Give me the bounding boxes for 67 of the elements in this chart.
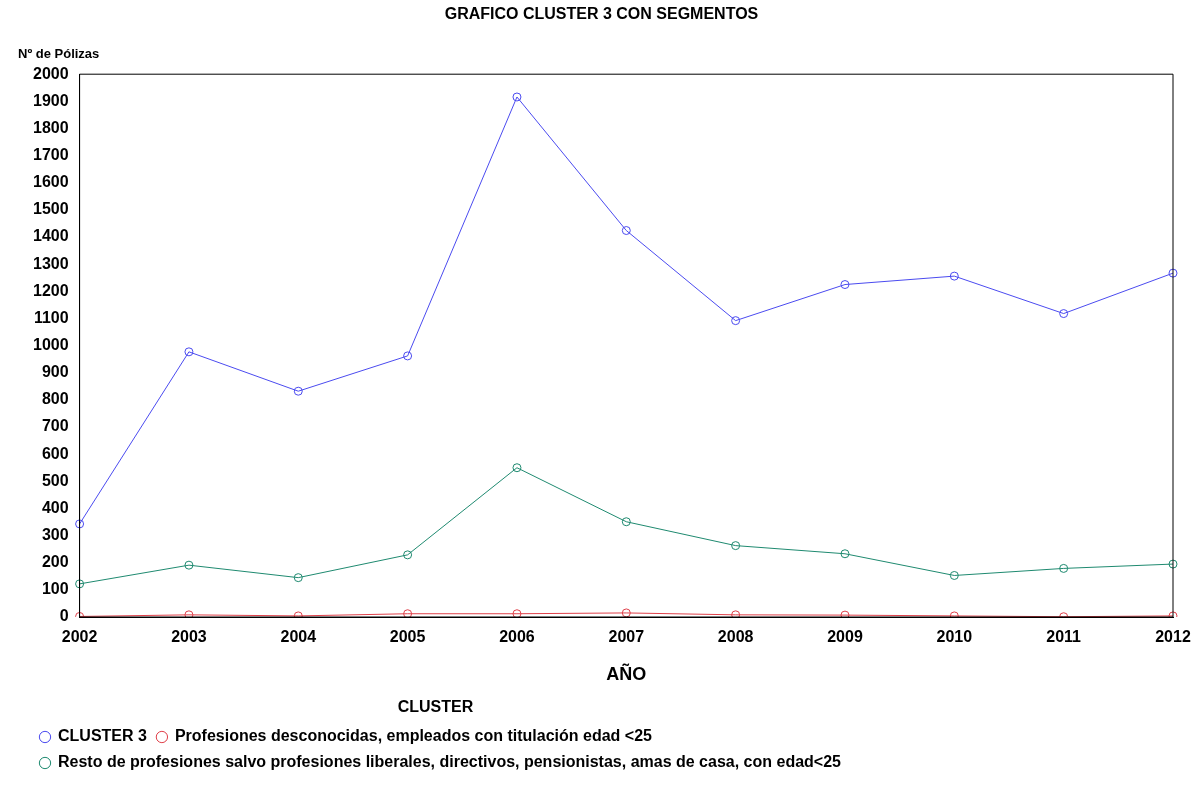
y-tick-label: 1200 <box>33 281 69 299</box>
y-tick-label: 0 <box>59 607 69 625</box>
point <box>840 549 850 559</box>
x-tick-label: 2007 <box>608 628 645 646</box>
y-tick-label: 800 <box>41 390 69 408</box>
y-tick-label: 1900 <box>33 91 69 109</box>
point <box>512 609 522 617</box>
point <box>75 579 85 589</box>
point <box>731 610 741 617</box>
y-tick-label: 1800 <box>33 118 69 136</box>
point <box>184 560 194 570</box>
legend-title: CLUSTER <box>397 698 474 716</box>
x-tick-label: 2010 <box>936 628 973 646</box>
y-tick-label: 200 <box>41 553 69 571</box>
y-tick-label: 600 <box>41 444 69 462</box>
point <box>621 226 631 236</box>
point <box>184 610 194 617</box>
point <box>293 573 303 583</box>
point <box>403 351 413 361</box>
chart-title: GRAFICO CLUSTER 3 CON SEGMENTOS <box>444 5 759 23</box>
y-tick-label: 1400 <box>33 227 69 245</box>
x-tick-label: 2009 <box>827 628 863 646</box>
point <box>1059 563 1069 573</box>
point <box>949 570 959 580</box>
point <box>1059 309 1069 319</box>
y-tick-label: 1300 <box>33 254 69 272</box>
y-tick-label: 1600 <box>33 173 69 191</box>
point <box>731 541 741 551</box>
point <box>512 92 522 102</box>
point <box>403 550 413 560</box>
legend-label: Resto de profesiones salvo profesiones liberales, directivos, pensionistas, amas de casa, con edad<25 <box>58 753 842 771</box>
legend-label: CLUSTER 3 <box>58 727 147 745</box>
y-tick-label: 400 <box>41 498 69 516</box>
point <box>621 517 631 527</box>
y-tick-label: 500 <box>41 471 69 489</box>
point <box>184 347 194 357</box>
x-tick-label: 2012 <box>1155 628 1191 646</box>
point <box>293 386 303 396</box>
legend-label: Profesiones desconocidas, empleados con titulación edad <25 <box>174 727 653 745</box>
y-tick-label: 2000 <box>33 64 69 82</box>
y-tick-label: 100 <box>41 580 69 598</box>
y-tick-label: 1700 <box>33 146 69 164</box>
y-tick-label: 900 <box>41 363 69 381</box>
y-tick-label: 1000 <box>33 336 69 354</box>
point <box>1168 559 1178 569</box>
point <box>512 463 522 473</box>
point <box>403 609 413 617</box>
point <box>840 610 850 617</box>
x-tick-label: 2008 <box>717 628 754 646</box>
point <box>949 271 959 281</box>
x-tick-label: 2003 <box>171 628 207 646</box>
point <box>840 280 850 290</box>
x-tick-label: 2004 <box>280 628 317 646</box>
point <box>75 519 85 529</box>
x-tick-label: 2011 <box>1046 628 1082 646</box>
y-tick-label: 1100 <box>33 308 69 326</box>
y-tick-label: 300 <box>41 525 69 543</box>
x-axis-title: AÑO <box>606 662 647 684</box>
y-tick-label: 1500 <box>33 200 69 218</box>
point <box>731 316 741 326</box>
point <box>621 608 631 617</box>
x-tick-label: 2002 <box>61 628 98 646</box>
x-tick-label: 2006 <box>499 628 535 646</box>
point <box>1168 268 1178 278</box>
x-tick-label: 2005 <box>389 628 426 646</box>
y-tick-label: 700 <box>41 417 69 435</box>
y-axis-title: Nº de Pólizas <box>18 46 100 61</box>
